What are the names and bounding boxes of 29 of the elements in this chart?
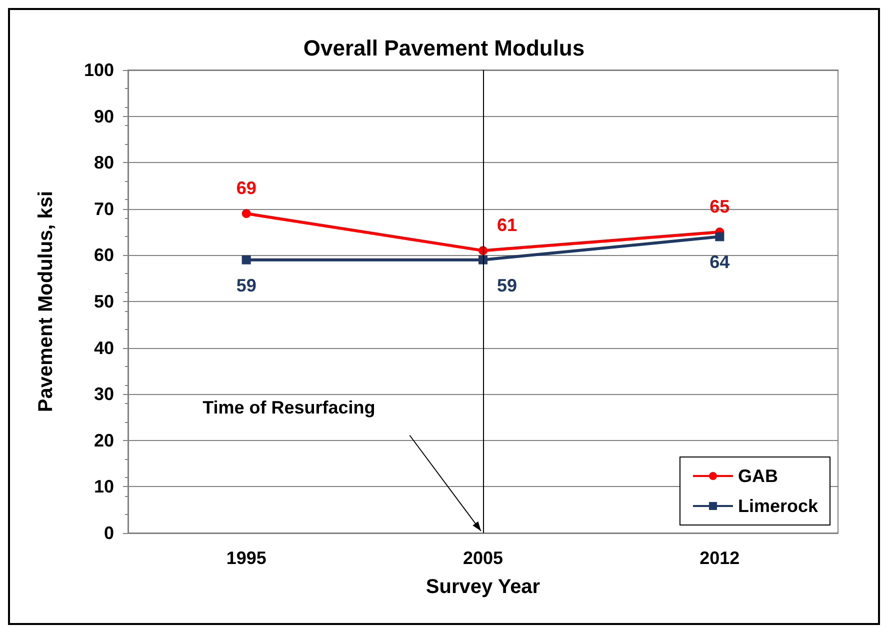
x-tick-label: 1995 <box>226 548 266 568</box>
y-tick-label: 30 <box>94 384 114 404</box>
y-tick-label: 20 <box>94 430 114 450</box>
y-tick-label: 50 <box>94 292 114 312</box>
chart-title: Overall Pavement Modulus <box>303 36 585 60</box>
y-tick-label: 90 <box>94 106 114 126</box>
y-tick-label: 80 <box>94 152 114 173</box>
y-tick-label: 70 <box>94 198 114 219</box>
y-tick-label: 10 <box>94 476 114 497</box>
data-label: 69 <box>236 178 256 198</box>
data-label: 59 <box>236 275 256 296</box>
y-tick-label: 100 <box>84 60 114 80</box>
point <box>242 255 251 264</box>
legend-label: Limerock <box>738 496 819 516</box>
data-label: 65 <box>710 196 730 217</box>
data-label: 61 <box>496 215 518 236</box>
x-axis-title: Survey Year <box>426 576 540 598</box>
x-tick-label: 2005 <box>462 548 504 568</box>
y-axis-title: Pavement Modulus, ksi <box>35 190 57 412</box>
point <box>715 232 724 242</box>
annotation: Time of Resurfacing <box>202 397 376 418</box>
x-tick-label: 2012 <box>700 548 740 568</box>
y-tick-label: 40 <box>94 338 114 358</box>
data-label: 64 <box>710 252 730 272</box>
point <box>242 209 251 218</box>
y-tick-label: 60 <box>94 245 114 266</box>
data-label: 59 <box>496 275 518 296</box>
y-tick-label: 0 <box>104 523 114 543</box>
legend-label: GAB <box>738 466 778 486</box>
